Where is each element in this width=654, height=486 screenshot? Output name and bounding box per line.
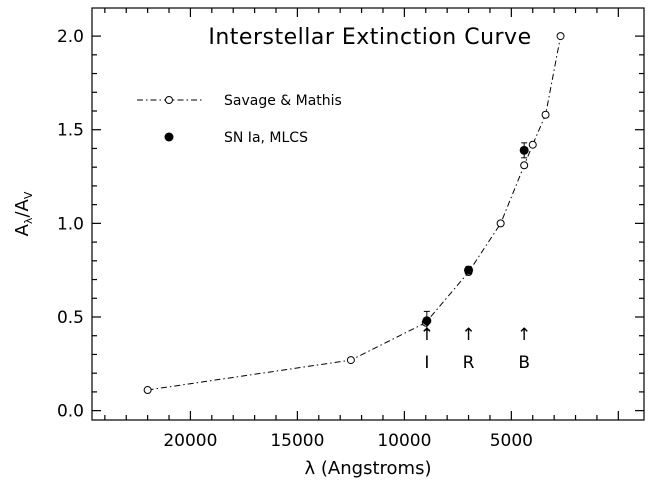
series-savage-mathis	[143, 32, 565, 395]
y-tick-label: 1.5	[57, 121, 84, 141]
savage-mathis-line	[147, 36, 562, 391]
y-axis-label: Aλ/AV	[12, 191, 35, 236]
y-tick-label: 0.0	[57, 402, 84, 422]
savage-mathis-point	[496, 219, 505, 228]
y-tick-label: 1.0	[57, 214, 84, 234]
plot-frame	[91, 7, 645, 421]
band-arrow: ↑	[461, 325, 475, 345]
y-axis-ticks: 0.0 0.5 1.0 1.5 2.0	[57, 27, 644, 422]
band-label-R: R	[463, 353, 475, 373]
savage-mathis-point	[528, 140, 537, 149]
savage-mathis-point	[143, 386, 152, 395]
band-arrow: ↑	[420, 325, 434, 345]
legend-label-savage: Savage & Mathis	[224, 93, 342, 109]
x-axis-ticks: 20000 15000 10000 5000	[104, 8, 619, 451]
x-axis-label: λ (Angstroms)	[305, 458, 432, 479]
x-tick-label: 20000	[163, 431, 217, 451]
savage-mathis-point	[556, 32, 565, 41]
series-sn-ia-mlcs	[422, 142, 529, 331]
y-tick-label: 2.0	[57, 27, 84, 47]
savage-mathis-point	[346, 356, 355, 365]
legend: Savage & Mathis SN Ia, MLCS	[137, 93, 342, 146]
x-tick-label: 5000	[490, 431, 533, 451]
x-tick-label: 15000	[270, 431, 324, 451]
sn-ia-point	[464, 265, 474, 275]
legend-marker-savage	[165, 96, 173, 104]
savage-mathis-point	[520, 161, 529, 170]
savage-mathis-point	[541, 110, 550, 119]
legend-marker-sn	[164, 132, 174, 142]
band-label-B: B	[518, 353, 530, 373]
sn-ia-point	[422, 316, 432, 326]
legend-label-sn: SN Ia, MLCS	[224, 130, 308, 146]
band-annotations: ↑ I ↑ R ↑ B	[420, 325, 532, 373]
band-label-I: I	[424, 353, 429, 373]
chart-title: Interstellar Extinction Curve	[208, 25, 531, 50]
y-tick-label: 0.5	[57, 308, 84, 328]
sn-ia-point	[519, 145, 529, 155]
x-tick-label: 10000	[377, 431, 431, 451]
band-arrow: ↑	[517, 325, 531, 345]
